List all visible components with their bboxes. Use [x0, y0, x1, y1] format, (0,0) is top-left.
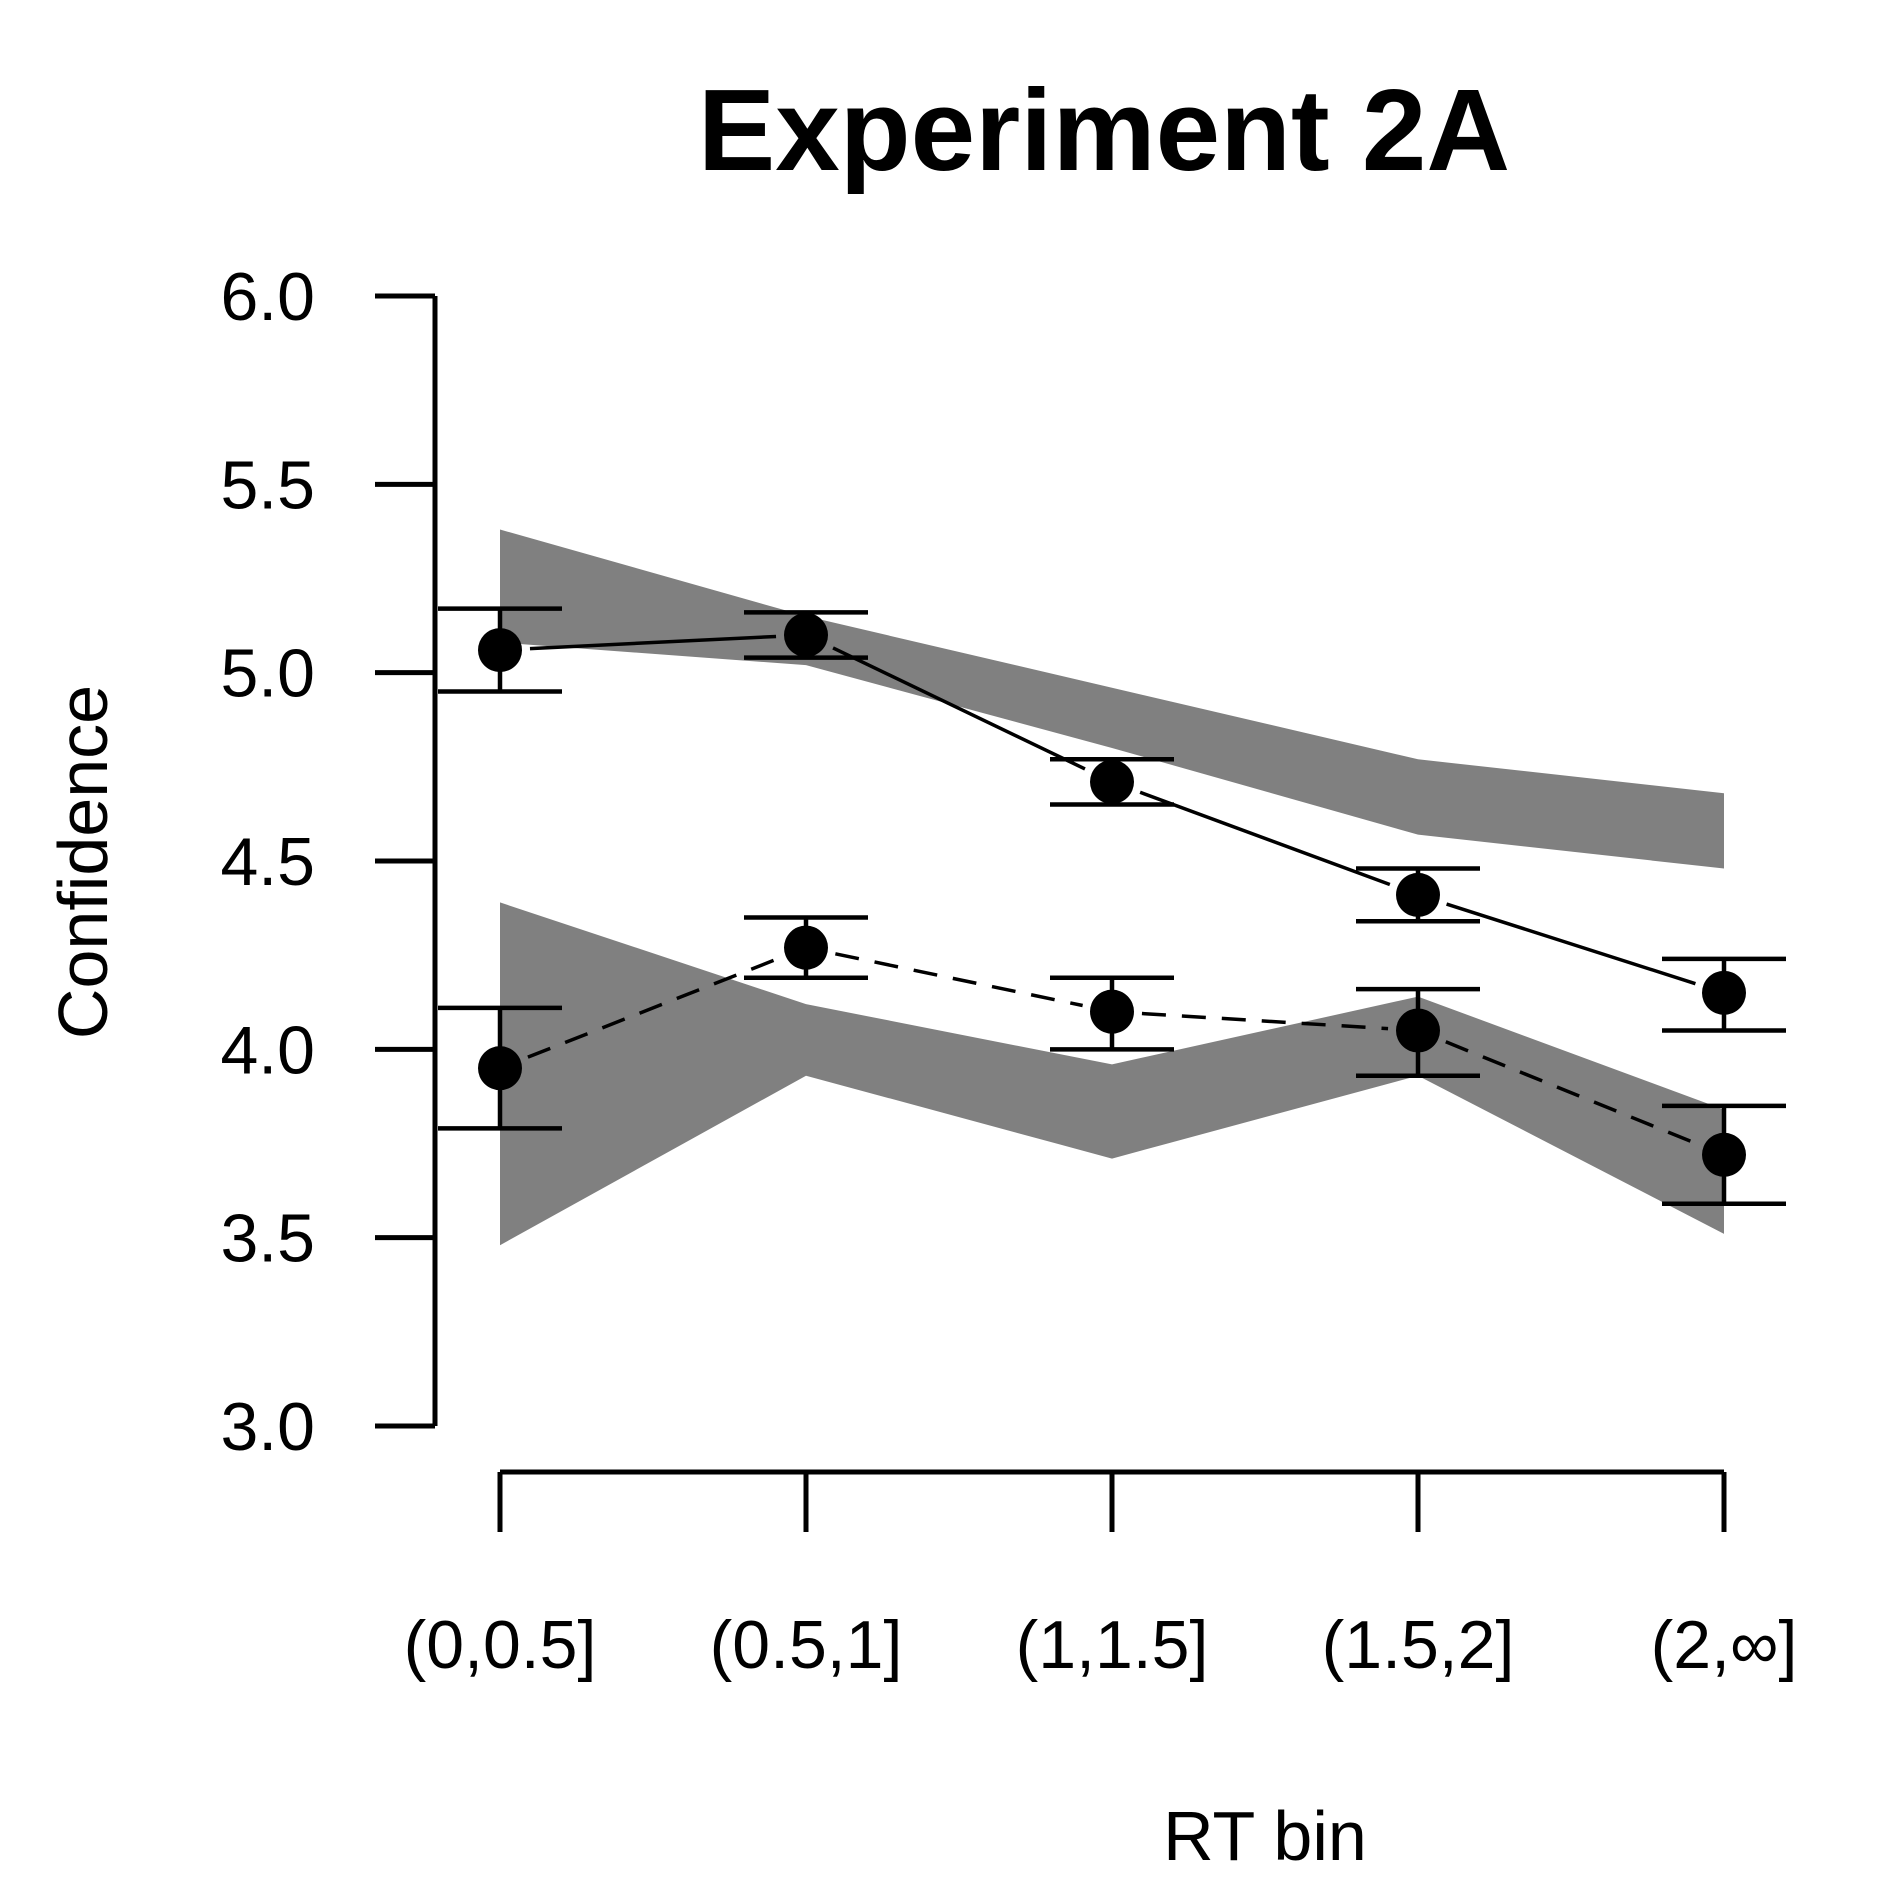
series-segment	[835, 952, 1083, 1008]
data-point	[1702, 1132, 1746, 1177]
y-tick-label: 3.5	[220, 1201, 315, 1277]
y-tick-label: 4.5	[220, 824, 315, 900]
y-tick-label: 6.0	[220, 259, 315, 335]
series-segment	[1141, 1011, 1389, 1031]
data-point	[1090, 989, 1134, 1034]
series-segment	[832, 646, 1086, 771]
x-tick-label: (0,0.5]	[404, 1607, 597, 1683]
confidence-bands	[500, 529, 1724, 1246]
series-segment	[1445, 1040, 1697, 1146]
data-point	[784, 613, 828, 657]
y-tick-label: 5.0	[220, 636, 315, 712]
data-point	[478, 1046, 522, 1091]
x-tick-label: (2,∞]	[1651, 1607, 1798, 1683]
data-point	[784, 925, 828, 970]
x-tick-label: (1,1.5]	[1016, 1607, 1209, 1683]
y-axis: 3.0 3.5 4.0 4.5 5.0 5.5 6.0	[220, 259, 438, 1465]
model-band	[500, 529, 1724, 869]
x-tick-label: (0.5,1]	[710, 1607, 903, 1683]
data-point	[1702, 970, 1746, 1015]
data-point	[478, 628, 522, 673]
series-segment	[529, 634, 777, 651]
x-tick-label: (1.5,2]	[1322, 1607, 1515, 1683]
y-tick-label: 4.0	[220, 1012, 315, 1088]
series-group	[438, 606, 1786, 1207]
y-tick-label: 5.5	[220, 447, 315, 523]
data-point	[1090, 759, 1134, 804]
model-band	[500, 902, 1724, 1246]
y-tick-label: 3.0	[220, 1389, 315, 1465]
x-axis-label: RT bin	[1163, 1797, 1367, 1875]
y-axis-label: Confidence	[44, 685, 122, 1039]
x-axis: (0,0.5] (0.5,1] (1,1.5] (1.5,2] (2,∞]	[404, 1469, 1798, 1683]
series-segment	[1139, 790, 1391, 887]
series-segment	[1446, 902, 1696, 986]
data-point	[1396, 1008, 1440, 1053]
data-point	[1396, 872, 1440, 917]
series-dashed	[438, 915, 1786, 1207]
chart-title: Experiment 2A	[698, 65, 1510, 195]
series-solid	[438, 606, 1786, 1033]
series-segment	[527, 956, 779, 1059]
